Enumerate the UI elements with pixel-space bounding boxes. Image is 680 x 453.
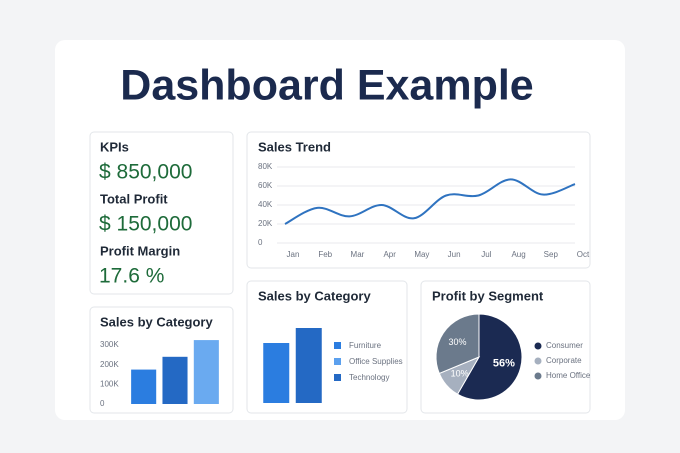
legend-swatch (334, 358, 341, 365)
y-tick-label: 80K (258, 162, 273, 171)
legend-marker (534, 357, 542, 365)
bar (295, 328, 322, 403)
y-tick-label: 0 (258, 238, 263, 247)
title: Dashboard Example (120, 61, 533, 109)
x-tick-label: May (414, 250, 429, 259)
legend-label: Furniture (349, 341, 382, 350)
pie-slice (435, 313, 480, 375)
kpi-label: Profit Margin (100, 243, 180, 258)
legend-label: Consumer (546, 341, 583, 350)
legend-label: Office Supplies (349, 357, 403, 366)
legend-swatch (334, 342, 341, 349)
y-tick-label: 100K (100, 379, 119, 388)
slice-label: 10% (451, 368, 469, 378)
chart-title: Sales by Category (258, 288, 371, 303)
kpi-panel (89, 131, 234, 295)
x-tick-label: Jul (481, 250, 491, 259)
legend-label: Home Office (546, 371, 591, 380)
legend-marker (534, 372, 542, 380)
x-tick-label: Feb (318, 250, 332, 259)
chart-title: Sales Trend (258, 139, 331, 154)
kpi-value: $ 150,000 (99, 213, 192, 236)
x-tick-label: Aug (511, 250, 525, 259)
pie-slice (456, 313, 523, 401)
x-tick-label: Mar (351, 250, 365, 259)
kpi-value: $ 850,000 (99, 161, 192, 184)
y-tick-label: 40K (258, 200, 273, 209)
legend-swatch (334, 374, 341, 381)
y-tick-label: 0 (100, 399, 105, 408)
bar (162, 356, 188, 404)
bar (263, 343, 290, 403)
bar (131, 369, 157, 404)
kpi-label: Total Profit (100, 191, 168, 206)
y-tick-label: 60K (258, 181, 273, 190)
y-tick-label: 20K (258, 219, 273, 228)
legend-label: Technology (349, 373, 389, 382)
legend-label: Corporate (546, 356, 582, 365)
slice-label: 30% (449, 337, 467, 347)
kpi-title: KPIs (100, 139, 129, 154)
trend-panel (246, 131, 591, 269)
legend-marker (534, 342, 542, 350)
chart-title: Sales by Category (100, 314, 213, 329)
kpi-value: 17.6 % (99, 265, 164, 288)
chart-title: Profit by Segment (432, 288, 544, 303)
y-tick-label: 200K (100, 360, 119, 369)
x-tick-label: Oct (577, 250, 590, 259)
x-tick-label: Apr (383, 250, 396, 259)
x-tick-label: Sep (544, 250, 559, 259)
slice-label: 56% (493, 358, 515, 370)
trend-line (284, 178, 576, 225)
x-tick-label: Jan (287, 250, 300, 259)
x-tick-label: Jun (448, 250, 461, 259)
bar (193, 340, 219, 404)
y-tick-label: 300K (100, 340, 119, 349)
